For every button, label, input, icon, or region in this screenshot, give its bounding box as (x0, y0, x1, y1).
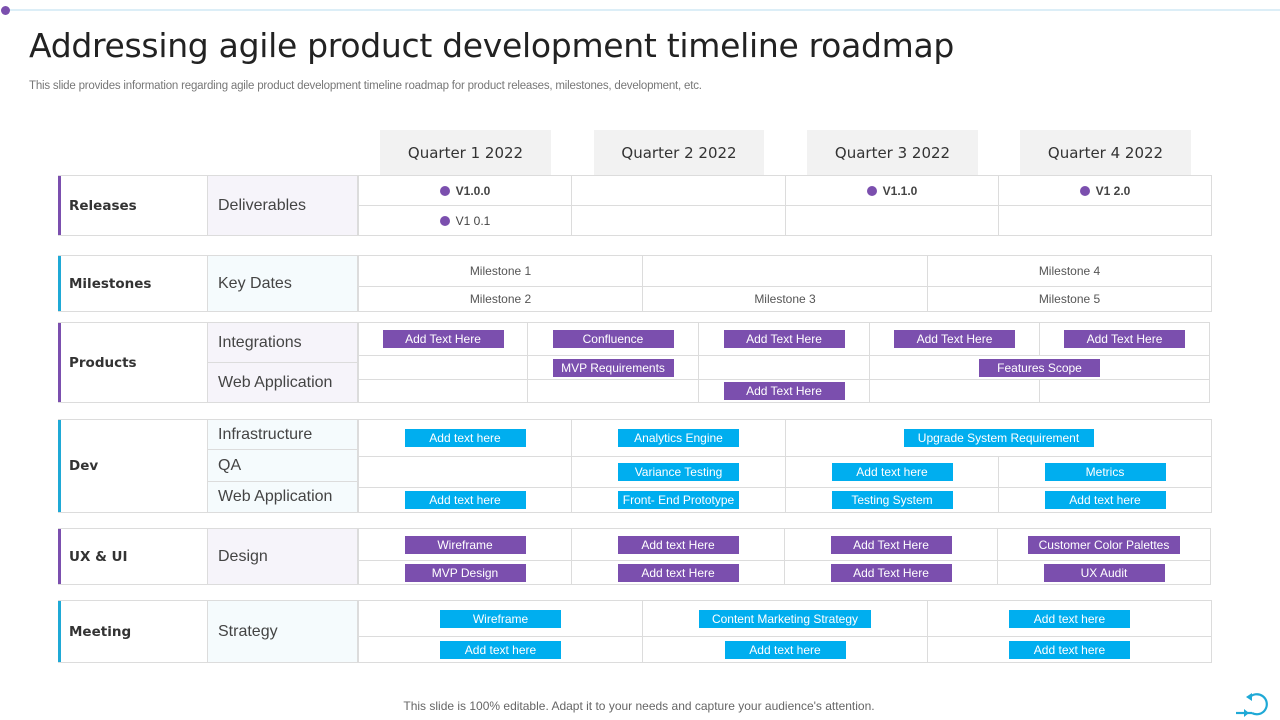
task-tag[interactable]: Add text here (404, 491, 526, 509)
category-label: Milestones (58, 256, 208, 311)
task-tag[interactable]: Add text here (404, 429, 526, 447)
task-tag[interactable]: MVP Design (404, 563, 526, 582)
task-tag[interactable]: Add text Here (617, 535, 739, 554)
page-title: Addressing agile product development tim… (29, 26, 955, 65)
quarter-header-q2: Quarter 2 2022 (594, 130, 764, 176)
cell-q1-r1: V1.0.0 (358, 176, 571, 205)
top-divider-line (6, 9, 1280, 11)
task-tag[interactable]: Add text here (831, 463, 953, 481)
task-tag[interactable]: Analytics Engine (618, 429, 739, 447)
category-label: UX & UI (58, 529, 208, 584)
cell-q1-r2: V1 0.1 (358, 206, 571, 235)
release-item: V1.1.0 (866, 184, 917, 198)
sub-label-strategy: Strategy (208, 601, 358, 662)
bullet-dot-icon (439, 185, 450, 196)
category-label: Releases (58, 176, 208, 235)
task-tag[interactable]: Metrics (1044, 463, 1166, 481)
cell-q4-r2 (998, 206, 1211, 235)
cell-m3: Milestone 3 (642, 287, 927, 311)
release-item: V1 2.0 (1079, 184, 1130, 198)
section-accent-bar (58, 176, 61, 235)
dev-grid: Add text here Analytics Engine Upgrade S… (358, 420, 1212, 512)
sub-label-integrations: Integrations (208, 323, 358, 362)
quarter-header-q3: Quarter 3 2022 (807, 130, 978, 176)
section-accent-bar (58, 256, 61, 311)
cell-m4: Milestone 4 (927, 256, 1211, 286)
section-accent-bar (58, 529, 61, 584)
bullet-dot-icon (866, 185, 877, 196)
cell-q3-r2 (785, 206, 998, 235)
task-tag[interactable]: Add Text Here (894, 330, 1015, 348)
footer-note: This slide is 100% editable. Adapt it to… (403, 699, 875, 713)
task-tag[interactable]: Add Text Here (382, 330, 504, 348)
task-tag[interactable]: Upgrade System Requirement (903, 429, 1094, 447)
category-label: Products (58, 323, 208, 402)
products-grid: Add Text Here Confluence Add Text Here A… (358, 323, 1210, 402)
sub-label-design: Design (208, 529, 358, 584)
task-tag[interactable]: Variance Testing (618, 463, 739, 481)
page-subtitle: This slide provides information regardin… (29, 80, 702, 92)
task-tag[interactable]: Confluence (552, 330, 674, 348)
task-tag[interactable]: Add text here (724, 640, 846, 659)
task-tag[interactable]: Add Text Here (830, 563, 952, 582)
category-label: Meeting (58, 601, 208, 662)
task-tag[interactable]: Add text here (1009, 609, 1130, 628)
uxui-grid: Wireframe Add text Here Add Text Here Cu… (358, 529, 1211, 584)
release-item: V1.0.0 (439, 184, 490, 198)
task-tag[interactable]: Add Text Here (723, 330, 845, 348)
cell-m2: Milestone 2 (358, 287, 642, 311)
sub-label-web-application: Web Application (208, 481, 358, 512)
category-label: Dev (58, 420, 208, 512)
top-accent-dot (1, 6, 10, 15)
cell-q3-r1: V1.1.0 (785, 176, 998, 205)
task-tag[interactable]: Customer Color Palettes (1028, 535, 1180, 554)
task-tag[interactable]: Features Scope (979, 358, 1100, 377)
section-accent-bar (58, 420, 61, 512)
task-tag[interactable]: Wireframe (404, 535, 526, 554)
quarter-header-q4: Quarter 4 2022 (1020, 130, 1191, 176)
section-accent-bar (58, 601, 61, 662)
section-accent-bar (58, 323, 61, 402)
release-item: V1 0.1 (439, 214, 490, 228)
bullet-dot-icon (439, 215, 450, 226)
cell-empty (642, 256, 927, 286)
cell-q4-r1: V1 2.0 (998, 176, 1211, 205)
task-tag[interactable]: UX Audit (1043, 563, 1165, 582)
sub-label-key-dates: Key Dates (208, 256, 358, 311)
sub-label-deliverables: Deliverables (208, 176, 358, 235)
task-tag[interactable]: Add text Here (617, 563, 739, 582)
releases-grid: V1.0.0 V1 0.1 V1.1.0 V1 2.0 (358, 176, 1212, 235)
section-milestones: Milestones Key Dates Milestone 1 Milesto… (58, 255, 1212, 312)
task-tag[interactable]: Add text here (1009, 640, 1130, 659)
task-tag[interactable]: Add Text Here (830, 535, 952, 554)
sub-label-web-application: Web Application (208, 362, 358, 402)
task-tag[interactable]: Testing System (831, 491, 953, 509)
milestones-grid: Milestone 1 Milestone 2 Milestone 3 Mile… (358, 256, 1212, 311)
sub-label-qa: QA (208, 449, 358, 481)
cell-m1: Milestone 1 (358, 256, 642, 286)
cell-q2 (571, 176, 785, 235)
task-tag[interactable]: Add Text Here (723, 382, 845, 400)
task-tag[interactable]: Add text here (1044, 491, 1166, 509)
task-tag[interactable]: MVP Requirements (552, 358, 674, 377)
quarter-header-q1: Quarter 1 2022 (380, 130, 551, 176)
section-dev: Dev Infrastructure QA Web Application Ad… (58, 419, 1212, 513)
section-products: Products Integrations Web Application Ad… (58, 322, 1210, 403)
section-ux-ui: UX & UI Design Wireframe Add text Here A… (58, 528, 1211, 585)
section-releases: Releases Deliverables V1.0.0 V1 0.1 V1.1… (58, 175, 1212, 236)
task-tag[interactable]: Content Marketing Strategy (699, 609, 871, 628)
sub-label-infrastructure: Infrastructure (208, 420, 358, 449)
bullet-dot-icon (1079, 185, 1090, 196)
task-tag[interactable]: Wireframe (440, 609, 561, 628)
section-meeting: Meeting Strategy Wireframe Content Marke… (58, 600, 1212, 663)
task-tag[interactable]: Add text here (440, 640, 561, 659)
task-tag[interactable]: Add Text Here (1064, 330, 1185, 348)
meeting-grid: Wireframe Content Marketing Strategy Add… (358, 601, 1212, 662)
refresh-cycle-icon (1232, 686, 1274, 718)
cell-m5: Milestone 5 (927, 287, 1211, 311)
task-tag[interactable]: Front- End Prototype (618, 491, 739, 509)
